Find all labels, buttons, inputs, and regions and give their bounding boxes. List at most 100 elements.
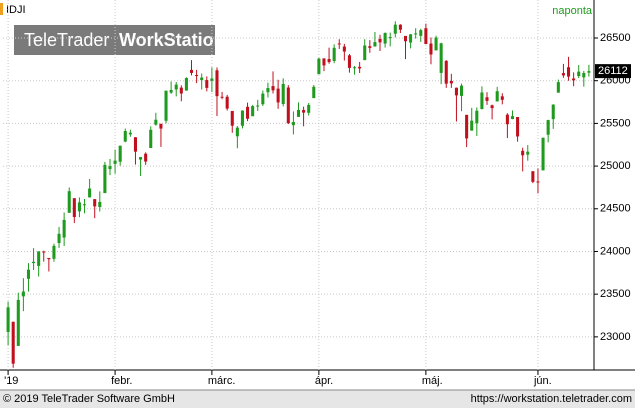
candle-body [480, 92, 484, 109]
candle-body [240, 110, 244, 126]
candle-body [246, 106, 250, 119]
candle-body [470, 120, 474, 131]
candle-body [6, 307, 10, 332]
candle-body [419, 30, 423, 36]
candle-body [409, 34, 413, 43]
footer-bar [0, 390, 635, 408]
candle-body [460, 85, 464, 96]
candle-body [500, 96, 504, 100]
plot: 2300023500240002450025000255002600026500… [3, 0, 631, 387]
candle-body [317, 58, 321, 75]
y-tick-label: 25000 [600, 160, 631, 172]
y-tick-label: 23000 [600, 331, 631, 343]
candle-body [490, 105, 494, 109]
candle-body [378, 38, 382, 43]
candle-body [82, 204, 87, 206]
candle-body [485, 97, 489, 101]
candle-body [546, 120, 550, 135]
candle-body [444, 60, 448, 84]
candle-body [93, 199, 97, 207]
watermark-box [14, 25, 215, 55]
candle-body [510, 116, 515, 120]
candle-body [205, 80, 209, 88]
candle-body [587, 71, 591, 73]
candle-body [327, 59, 331, 63]
candle-body [505, 114, 509, 125]
candle-body [429, 43, 433, 55]
last-price: 26112 [598, 65, 628, 77]
symbol-marker [0, 3, 3, 15]
x-tick-label: jún. [533, 375, 552, 387]
candle-body [195, 74, 199, 76]
candle-body [302, 109, 306, 113]
x-tick-label: febr. [111, 375, 132, 387]
candle-body [37, 251, 41, 266]
candle-body [556, 82, 560, 93]
candle-body [449, 80, 453, 84]
candle-body [189, 69, 194, 73]
y-tick-label: 26500 [600, 32, 631, 44]
candle-body [424, 28, 428, 44]
candle-body [516, 116, 520, 137]
candle-body [174, 84, 178, 90]
candle-body [572, 78, 576, 81]
candle-body [368, 46, 372, 48]
candle-body [551, 104, 555, 120]
candle-body [159, 123, 163, 129]
candle-body [398, 24, 402, 30]
symbol: IDJI [6, 4, 26, 16]
candle-body [164, 90, 168, 121]
candle-body [256, 105, 260, 107]
candle-body [541, 137, 545, 171]
candle-body [72, 198, 76, 217]
candle-body [184, 78, 188, 91]
candle-body [62, 219, 66, 238]
candle-body [271, 86, 275, 91]
copyright: © 2019 TeleTrader Software GmbH [3, 393, 175, 405]
candle-body [210, 78, 214, 81]
candle-body [526, 151, 530, 155]
candle-body [454, 87, 458, 96]
y-tick-label: 24500 [600, 203, 631, 215]
candle-body [144, 153, 148, 162]
candle-body [403, 35, 408, 42]
candle-body [536, 181, 540, 183]
candle-body [332, 47, 336, 61]
candle-body [103, 164, 107, 194]
candle-body [582, 73, 586, 78]
candle-body [235, 127, 239, 137]
candle-body [337, 43, 341, 45]
candle-body [149, 129, 153, 148]
candle-body [465, 114, 469, 139]
interval: naponta [552, 5, 593, 17]
candle-body [393, 24, 397, 34]
candle-body [495, 91, 499, 102]
candle-body [113, 160, 117, 164]
candle-body [108, 166, 112, 170]
candle-body [67, 191, 71, 213]
candle-body [347, 55, 351, 68]
candle-body [342, 46, 346, 52]
y-tick-label: 23500 [600, 288, 631, 300]
candle-body [16, 299, 20, 346]
candle-body [353, 67, 357, 69]
candle-body [261, 93, 265, 105]
candle-body [439, 43, 443, 73]
watermark-product: WorkStation [119, 30, 225, 50]
candle-body [179, 87, 183, 94]
candle-body [77, 202, 81, 212]
candle-body [123, 130, 127, 142]
candle-body [266, 88, 270, 93]
candle-body [251, 106, 255, 117]
candle-body [128, 132, 132, 135]
candle-body [363, 45, 367, 61]
candle-body [475, 110, 479, 124]
candle-body [434, 37, 438, 51]
candle-body [215, 70, 219, 97]
candle-body [225, 96, 229, 109]
candle-body [139, 157, 143, 160]
candle-body [32, 261, 36, 264]
candle-body [88, 188, 92, 198]
candle-body [26, 269, 31, 279]
